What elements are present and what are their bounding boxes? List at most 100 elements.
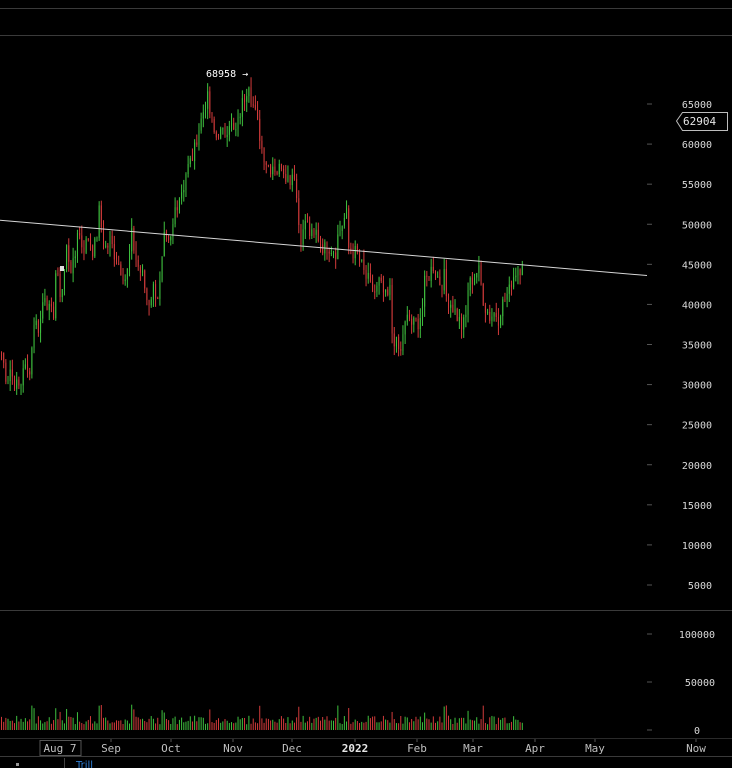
candle-body bbox=[480, 265, 482, 284]
trendline[interactable] bbox=[0, 219, 648, 277]
candle-body bbox=[521, 265, 523, 276]
candle-body bbox=[272, 166, 274, 175]
candle-body bbox=[237, 117, 239, 130]
candle-body bbox=[300, 224, 302, 245]
candle-body bbox=[474, 277, 476, 285]
bottom-toolbar: Trill bbox=[0, 758, 732, 768]
candle-body bbox=[239, 116, 241, 118]
candle-body bbox=[372, 281, 374, 292]
time-axis: Aug 7 Sep Oct Nov Dec 2022 Feb Mar Apr May Now bbox=[39, 739, 706, 756]
toolbar-tab-partial[interactable]: Trill bbox=[76, 760, 94, 768]
candle-body bbox=[322, 244, 324, 254]
candle-body bbox=[445, 269, 447, 297]
candle-body bbox=[365, 270, 367, 279]
candle-body bbox=[337, 234, 339, 260]
candle-body bbox=[100, 205, 102, 228]
date-label: 2022 bbox=[342, 742, 369, 755]
candle-body bbox=[231, 122, 233, 127]
candle-body bbox=[126, 268, 128, 280]
candle-body bbox=[176, 207, 178, 211]
candle-body bbox=[246, 96, 248, 102]
candle-body bbox=[458, 317, 460, 322]
candle-body bbox=[435, 270, 436, 278]
candle-body bbox=[189, 158, 191, 165]
candle-body bbox=[278, 163, 280, 175]
price-tick-label: 30000 bbox=[682, 381, 712, 392]
candle-body bbox=[341, 225, 343, 231]
candle-body bbox=[89, 238, 91, 246]
candle-body bbox=[40, 318, 42, 333]
price-axis: 65000 60000 55000 50000 45000 40000 35000 30000… bbox=[647, 100, 712, 592]
price-tick-label: 15000 bbox=[682, 501, 712, 512]
date-label: Now bbox=[686, 742, 706, 755]
candle-body bbox=[9, 369, 11, 382]
date-label: Apr bbox=[525, 742, 545, 755]
candle-body bbox=[27, 364, 29, 372]
candle-body bbox=[29, 371, 31, 375]
candle-body bbox=[489, 311, 491, 321]
candle-body bbox=[146, 288, 148, 300]
candle-body bbox=[452, 304, 454, 313]
candle-body bbox=[404, 321, 406, 335]
candle-body bbox=[380, 277, 382, 282]
candle-body bbox=[504, 299, 506, 301]
candle-body bbox=[471, 277, 473, 285]
candle-body bbox=[510, 284, 512, 288]
candle-body bbox=[265, 162, 267, 165]
candle-body bbox=[302, 229, 304, 245]
candle-body bbox=[113, 244, 115, 260]
candle-body bbox=[361, 259, 363, 261]
candle-body bbox=[426, 275, 428, 277]
date-label: May bbox=[585, 742, 605, 755]
candle-body bbox=[66, 245, 68, 270]
candle-body bbox=[443, 269, 445, 291]
date-label: Oct bbox=[161, 742, 181, 755]
candle-body bbox=[85, 238, 87, 253]
candle-body bbox=[224, 128, 226, 138]
candle-body bbox=[63, 269, 65, 290]
candle-body bbox=[476, 273, 478, 278]
candle-body bbox=[454, 308, 456, 313]
volume-axis: 100000 50000 0 bbox=[647, 630, 715, 737]
candle-body bbox=[220, 128, 222, 139]
candle-body bbox=[3, 352, 5, 363]
current-price-label: 62904 bbox=[683, 115, 716, 128]
candle-body bbox=[68, 245, 70, 262]
candle-body bbox=[209, 91, 211, 114]
candle-body bbox=[211, 113, 213, 120]
candle-body bbox=[367, 272, 369, 279]
candle-body bbox=[259, 118, 261, 141]
candle-body bbox=[267, 164, 269, 166]
candle-body bbox=[137, 259, 139, 267]
candle-body bbox=[11, 369, 13, 377]
candle-body bbox=[135, 250, 137, 260]
candle-body bbox=[402, 334, 404, 351]
candle-body bbox=[263, 148, 265, 163]
candle-body bbox=[333, 252, 335, 254]
candle-body bbox=[393, 333, 395, 347]
price-tick-label: 25000 bbox=[682, 421, 712, 432]
candle-body bbox=[215, 132, 217, 138]
candle-body bbox=[83, 247, 85, 253]
candle-body bbox=[270, 165, 272, 175]
candle-body bbox=[356, 246, 358, 252]
candle-body bbox=[20, 385, 22, 387]
candle-body bbox=[250, 87, 252, 105]
candle-body bbox=[122, 275, 124, 282]
candle-body bbox=[79, 232, 81, 236]
candle-body bbox=[408, 314, 410, 319]
candle-body bbox=[48, 303, 50, 310]
candle-body bbox=[439, 276, 441, 286]
candle-body bbox=[148, 299, 150, 306]
candle-body bbox=[432, 266, 434, 271]
candle-body bbox=[376, 285, 378, 292]
candle-body bbox=[335, 252, 337, 260]
candle-body bbox=[124, 279, 126, 282]
candle-body bbox=[233, 122, 235, 130]
candle-body bbox=[363, 259, 365, 271]
candle-body bbox=[406, 314, 408, 322]
high-annotation-label: 68958 → bbox=[206, 69, 248, 80]
candle-body bbox=[254, 104, 256, 110]
candle-body bbox=[53, 306, 55, 319]
candle-body bbox=[155, 284, 157, 299]
